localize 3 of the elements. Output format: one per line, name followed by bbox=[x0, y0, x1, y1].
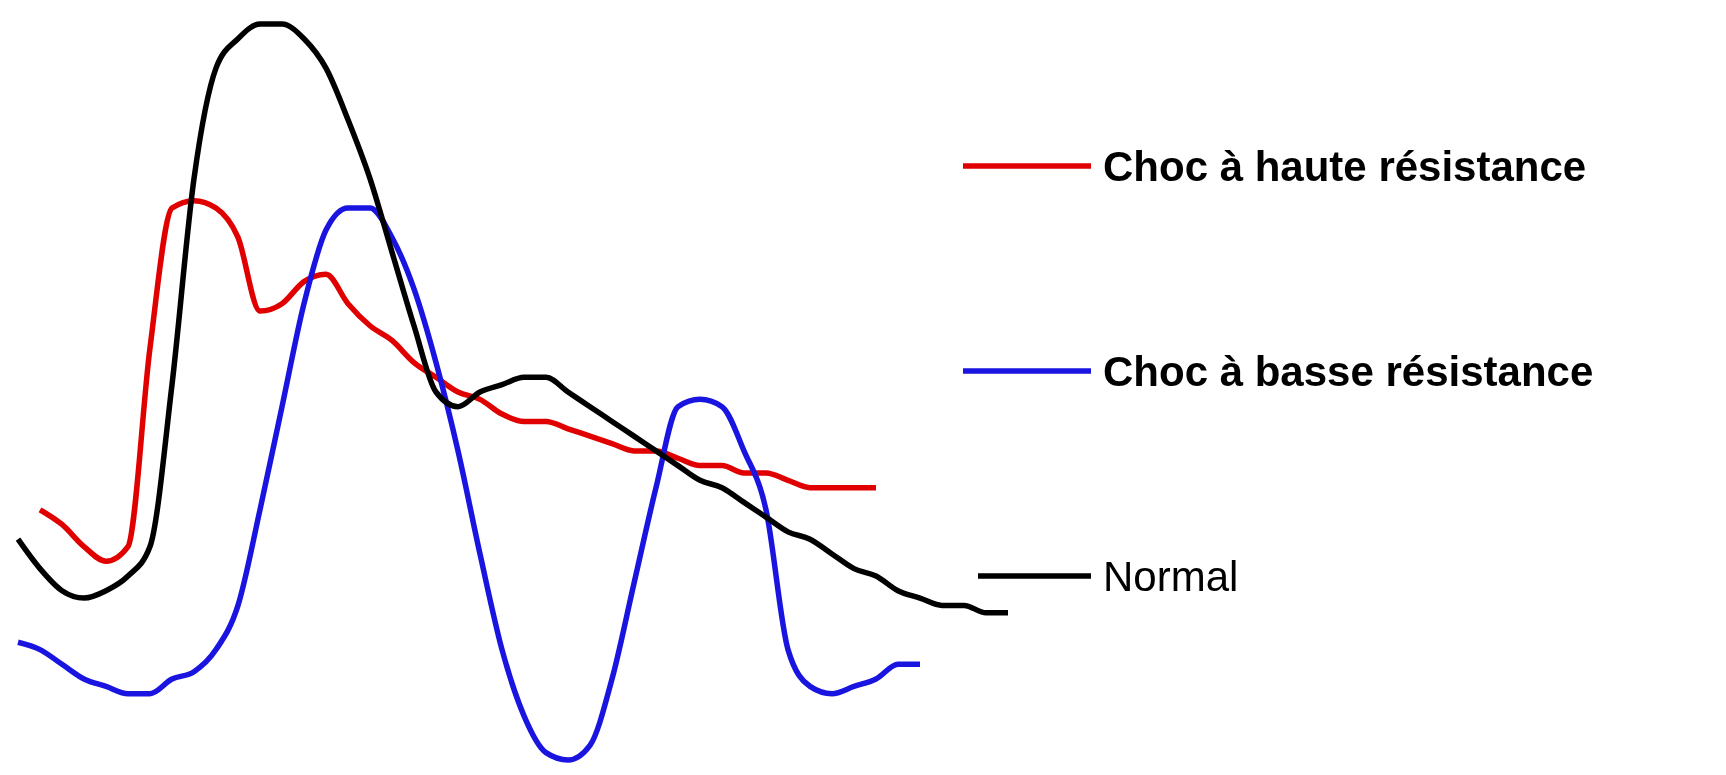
legend-label: Choc à basse résistance bbox=[1103, 347, 1594, 395]
legend-label: Choc à haute résistance bbox=[1103, 142, 1587, 190]
legend-label: Normal bbox=[1103, 552, 1239, 600]
